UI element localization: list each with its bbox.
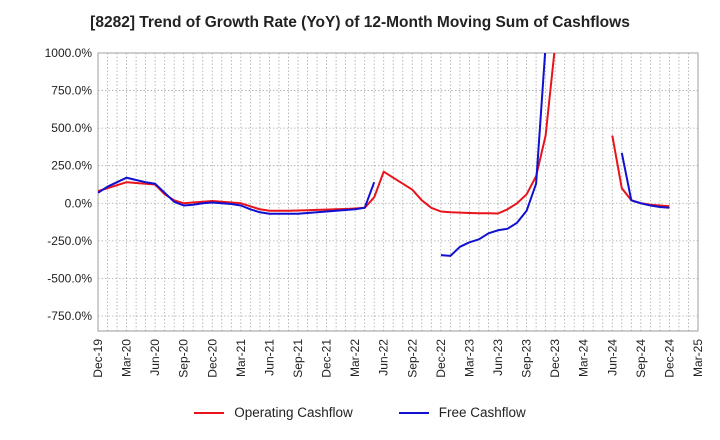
y-tick-label: 0.0% [65,196,93,210]
legend-label-operating-cashflow: Operating Cashflow [234,405,353,420]
x-tick-label: Mar-25 [691,339,705,377]
chart-title: [8282] Trend of Growth Rate (YoY) of 12-… [90,14,630,31]
x-tick-label: Sep-22 [405,339,419,378]
axis-labels: 1000.0% 750.0% 500.0% 250.0% 0.0% -250.0% -500… [45,46,705,378]
x-tick-label: Mar-24 [577,339,591,377]
legend: Operating Cashflow Free Cashflow [0,405,720,420]
series-lines [98,53,670,257]
free-cashflow-swatch [398,411,429,414]
series-line-free-cashflow [98,53,670,257]
x-tick-label: Mar-21 [234,339,248,377]
y-tick-label: -750.0% [47,309,92,323]
x-tick-label: Mar-23 [462,339,476,377]
legend-item-free-cashflow: Free Cashflow [398,405,526,420]
grid-lines [97,52,699,331]
y-tick-label: 1000.0% [45,46,93,60]
x-tick-label: Dec-24 [662,339,676,378]
x-tick-label: Sep-21 [291,339,305,378]
x-tick-label: Jun-22 [377,339,391,376]
y-tick-label: 750.0% [51,84,92,98]
y-tick-label: 250.0% [51,159,92,173]
x-tick-label: Jun-21 [262,339,276,376]
y-tick-label: 500.0% [51,121,92,135]
x-tick-label: Sep-24 [634,339,648,378]
x-tick-label: Dec-22 [434,339,448,378]
operating-cashflow-swatch [194,411,225,414]
y-tick-label: -250.0% [47,234,92,248]
x-tick-label: Sep-20 [177,339,191,378]
y-tick-label: -500.0% [47,271,92,285]
legend-item-operating-cashflow: Operating Cashflow [194,405,353,420]
x-tick-label: Jun-23 [491,339,505,376]
legend-label-free-cashflow: Free Cashflow [438,405,526,420]
x-tick-label: Jun-24 [605,339,619,376]
plot-background [97,52,699,332]
x-tick-label: Dec-19 [91,339,105,378]
x-tick-label: Jun-20 [148,339,162,376]
x-tick-label: Mar-20 [120,339,134,377]
x-tick-label: Dec-23 [548,339,562,378]
x-tick-label: Dec-20 [205,339,219,378]
x-tick-label: Mar-22 [348,339,362,377]
x-tick-label: Dec-21 [320,339,334,378]
x-tick-label: Sep-23 [520,339,534,378]
